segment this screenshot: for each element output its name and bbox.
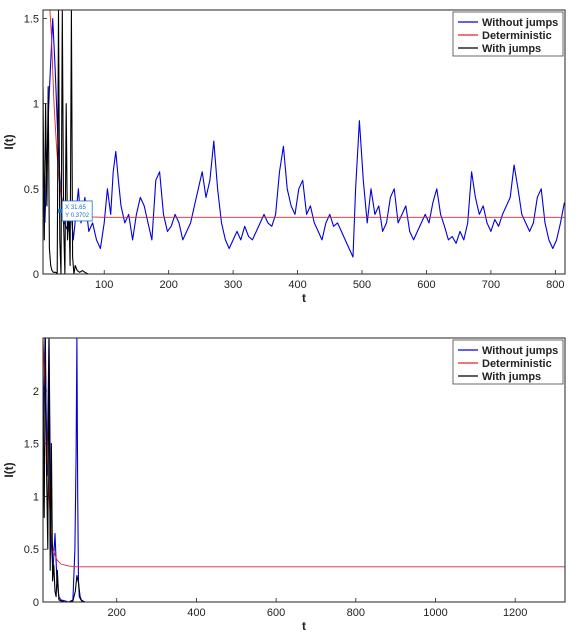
y-tick-label: 0.5	[24, 544, 39, 556]
x-axis-label: t	[302, 619, 306, 633]
y-tick-label: 1	[33, 99, 39, 111]
y-tick-label: 0	[33, 269, 39, 281]
x-tick-label: 600	[267, 607, 285, 619]
legend: Without jumps Deterministic With jumps	[452, 339, 564, 385]
x-axis-label: t	[302, 291, 306, 305]
y-axis-label: I(t)	[2, 462, 16, 477]
chart-panel-2: 200 400 600 800 1000 1200 0 0.5 1 1.5 2 I(t) t Wit…	[2, 337, 566, 633]
y-tick-label: 1.5	[24, 14, 39, 26]
x-tick-label: 700	[482, 279, 500, 291]
x-tick-label: 1000	[423, 607, 447, 619]
data-tip-marker	[58, 208, 63, 213]
tick-layer: 100 200 300 400 500 600 700 800 0 0.5 1 1.5	[24, 14, 565, 291]
x-tick-label: 800	[546, 279, 564, 291]
tick-layer: 200 400 600 800 1000 1200 0 0.5 1 1.5 2	[24, 386, 528, 619]
x-tick-label: 300	[224, 279, 242, 291]
legend-label-deterministic: Deterministic	[482, 30, 552, 42]
series-line-deterministic	[43, 338, 565, 568]
series-line-with-jumps	[43, 10, 89, 274]
legend: Without jumps Deterministic With jumps	[452, 11, 564, 57]
plot-frame	[42, 337, 566, 603]
legend-label-without-jumps: Without jumps	[482, 17, 558, 29]
x-tick-label: 1200	[503, 607, 527, 619]
series-line-without-jumps	[44, 17, 565, 258]
plot-frame	[42, 9, 566, 275]
y-axis-label: I(t)	[2, 134, 16, 149]
x-tick-label: 600	[417, 279, 435, 291]
data-tip[interactable]: X 31.65 Y 0.3702	[58, 200, 93, 222]
legend-label-deterministic: Deterministic	[482, 358, 552, 370]
legend-background	[452, 339, 564, 385]
series-line-without-jumps	[43, 338, 565, 602]
x-tick-label: 400	[187, 607, 205, 619]
y-tick-label: 0	[33, 597, 39, 609]
x-tick-label: 100	[95, 279, 113, 291]
legend-label-with-jumps: With jumps	[482, 371, 541, 383]
y-tick-label: 2	[33, 386, 39, 398]
x-tick-label: 400	[288, 279, 306, 291]
legend-label-without-jumps: Without jumps	[482, 345, 558, 357]
legend-background	[452, 11, 564, 57]
y-tick-label: 1.5	[24, 439, 39, 451]
legend-label-with-jumps: With jumps	[482, 43, 541, 55]
data-tip-y: Y 0.3702	[65, 213, 90, 219]
data-tip-x: X 31.65	[65, 205, 86, 211]
y-tick-label: 1	[33, 491, 39, 503]
x-tick-label: 200	[159, 279, 177, 291]
x-tick-label: 500	[353, 279, 371, 291]
x-tick-label: 800	[347, 607, 365, 619]
series-line-with-jumps	[43, 338, 565, 602]
series-layer	[43, 338, 565, 602]
x-tick-label: 200	[108, 607, 126, 619]
y-tick-label: 0.5	[24, 184, 39, 196]
